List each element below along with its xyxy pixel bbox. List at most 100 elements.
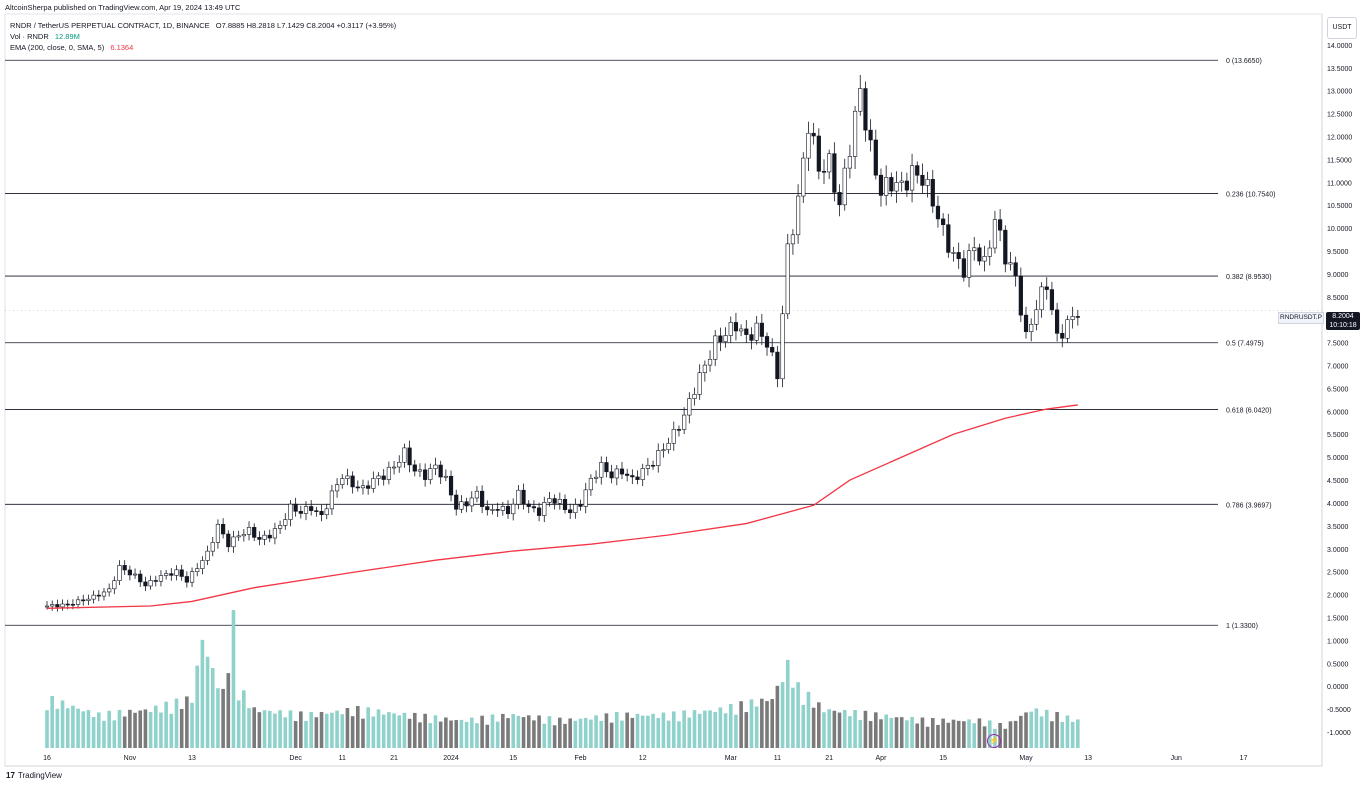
candle-body (210, 542, 215, 552)
volume-bar (1034, 708, 1039, 748)
x-tick-label: 17 (1240, 755, 1248, 762)
candle-body (189, 571, 195, 583)
candle-body (972, 247, 977, 252)
symbol-title[interactable]: RNDR / TetherUS PERPETUAL CONTRACT, 1D, … (10, 21, 210, 30)
candle-body (226, 533, 231, 548)
x-tick-label: 16 (43, 755, 51, 762)
fib-level-label: 0.236 (10.7540) (1226, 192, 1275, 199)
volume-bar (749, 699, 754, 748)
candle-body (366, 485, 371, 489)
y-tick-label: 7.5000 (1327, 341, 1349, 348)
candle-body (340, 478, 345, 485)
volume-bar (848, 716, 852, 748)
volume-bar (122, 716, 127, 748)
volume-label[interactable]: Vol · RNDR (10, 32, 49, 41)
volume-bar (449, 720, 453, 748)
volume-bar (1065, 715, 1070, 748)
volume-bar (55, 708, 60, 748)
volume-bar (656, 717, 661, 748)
volume-bar (977, 718, 982, 748)
volume-bar (169, 713, 174, 748)
fib-level-label: 1 (1.3300) (1226, 623, 1258, 630)
candle-body (423, 469, 428, 480)
candle-body (70, 603, 75, 606)
volume-bar (71, 705, 75, 748)
volume-bar (376, 709, 381, 748)
volume-bar (651, 713, 655, 748)
candle-body (889, 177, 894, 192)
volume-bar (309, 711, 313, 748)
candle-body (44, 605, 50, 608)
volume-bar (91, 717, 96, 748)
volume-bar (703, 710, 707, 748)
candle-body (231, 536, 236, 548)
candle-body (277, 524, 283, 529)
volume-bar (775, 685, 780, 748)
candle-body (448, 475, 454, 496)
candle-body (625, 473, 630, 476)
symbol-row: RNDR / TetherUS PERPETUAL CONTRACT, 1D, … (10, 20, 396, 31)
candle-body (355, 486, 360, 489)
volume-bar (112, 720, 117, 748)
candle-body (75, 599, 81, 605)
volume-bar (868, 721, 873, 748)
candle-body (386, 466, 391, 480)
fib-level-label: 0.5 (7.4975) (1226, 341, 1264, 348)
volume-bar (174, 698, 179, 748)
volume-bar (490, 714, 495, 748)
volume-bar (283, 717, 288, 748)
volume-bar (356, 706, 360, 748)
y-tick-label: 0.0000 (1327, 684, 1349, 691)
y-tick-label: 10.0000 (1327, 226, 1352, 233)
volume-bar (552, 725, 557, 748)
candle-body (1060, 333, 1065, 339)
candle-body (433, 464, 438, 469)
volume-bar (1024, 712, 1028, 748)
candle-body (749, 334, 754, 341)
candle-body (982, 256, 987, 262)
volume-bar (594, 715, 598, 748)
fib-level-label: 0.786 (3.9697) (1226, 502, 1272, 509)
volume-bar (454, 720, 459, 748)
candle-body (521, 489, 526, 505)
volume-bar (832, 710, 837, 748)
candle-body (884, 177, 889, 196)
volume-bar (1055, 712, 1059, 748)
lightning-icon[interactable]: ⚡ (987, 734, 1001, 748)
candle-body (511, 503, 516, 515)
candle-body (241, 534, 246, 537)
candle-body (200, 560, 205, 569)
candle-body (920, 174, 925, 186)
volume-bar (1013, 720, 1018, 748)
candle-body (55, 604, 60, 608)
volume-bar (589, 719, 593, 748)
y-tick-label: 1.5000 (1327, 615, 1349, 622)
candle-body (1070, 316, 1075, 320)
volume-bar (713, 711, 718, 748)
candle-body (930, 179, 935, 207)
volume-bar (604, 713, 609, 748)
candle-body (236, 535, 241, 538)
candle-body (557, 498, 562, 504)
volume-bar (630, 717, 635, 748)
volume-bar (910, 717, 914, 748)
volume-bar (392, 713, 396, 748)
candle-body (542, 502, 547, 516)
y-tick-label: 6.5000 (1327, 386, 1349, 393)
volume-bar (97, 712, 101, 748)
x-tick-label: 11 (774, 755, 781, 762)
volume-bar (304, 720, 308, 748)
candle-body (174, 569, 179, 576)
candle-body (780, 313, 785, 380)
candle-body (837, 192, 842, 206)
ema-label[interactable]: EMA (200, close, 0, SMA, 5) (10, 43, 105, 52)
x-tick-label: 21 (825, 755, 833, 762)
candle-body (143, 581, 148, 587)
candle-body (770, 346, 775, 353)
volume-bar (842, 709, 847, 748)
currency-scale-button[interactable]: USDT (1327, 17, 1357, 39)
volume-bar (671, 711, 676, 748)
footer-brand[interactable]: 17 TradingView (6, 771, 62, 780)
y-tick-label: 12.0000 (1327, 135, 1352, 142)
